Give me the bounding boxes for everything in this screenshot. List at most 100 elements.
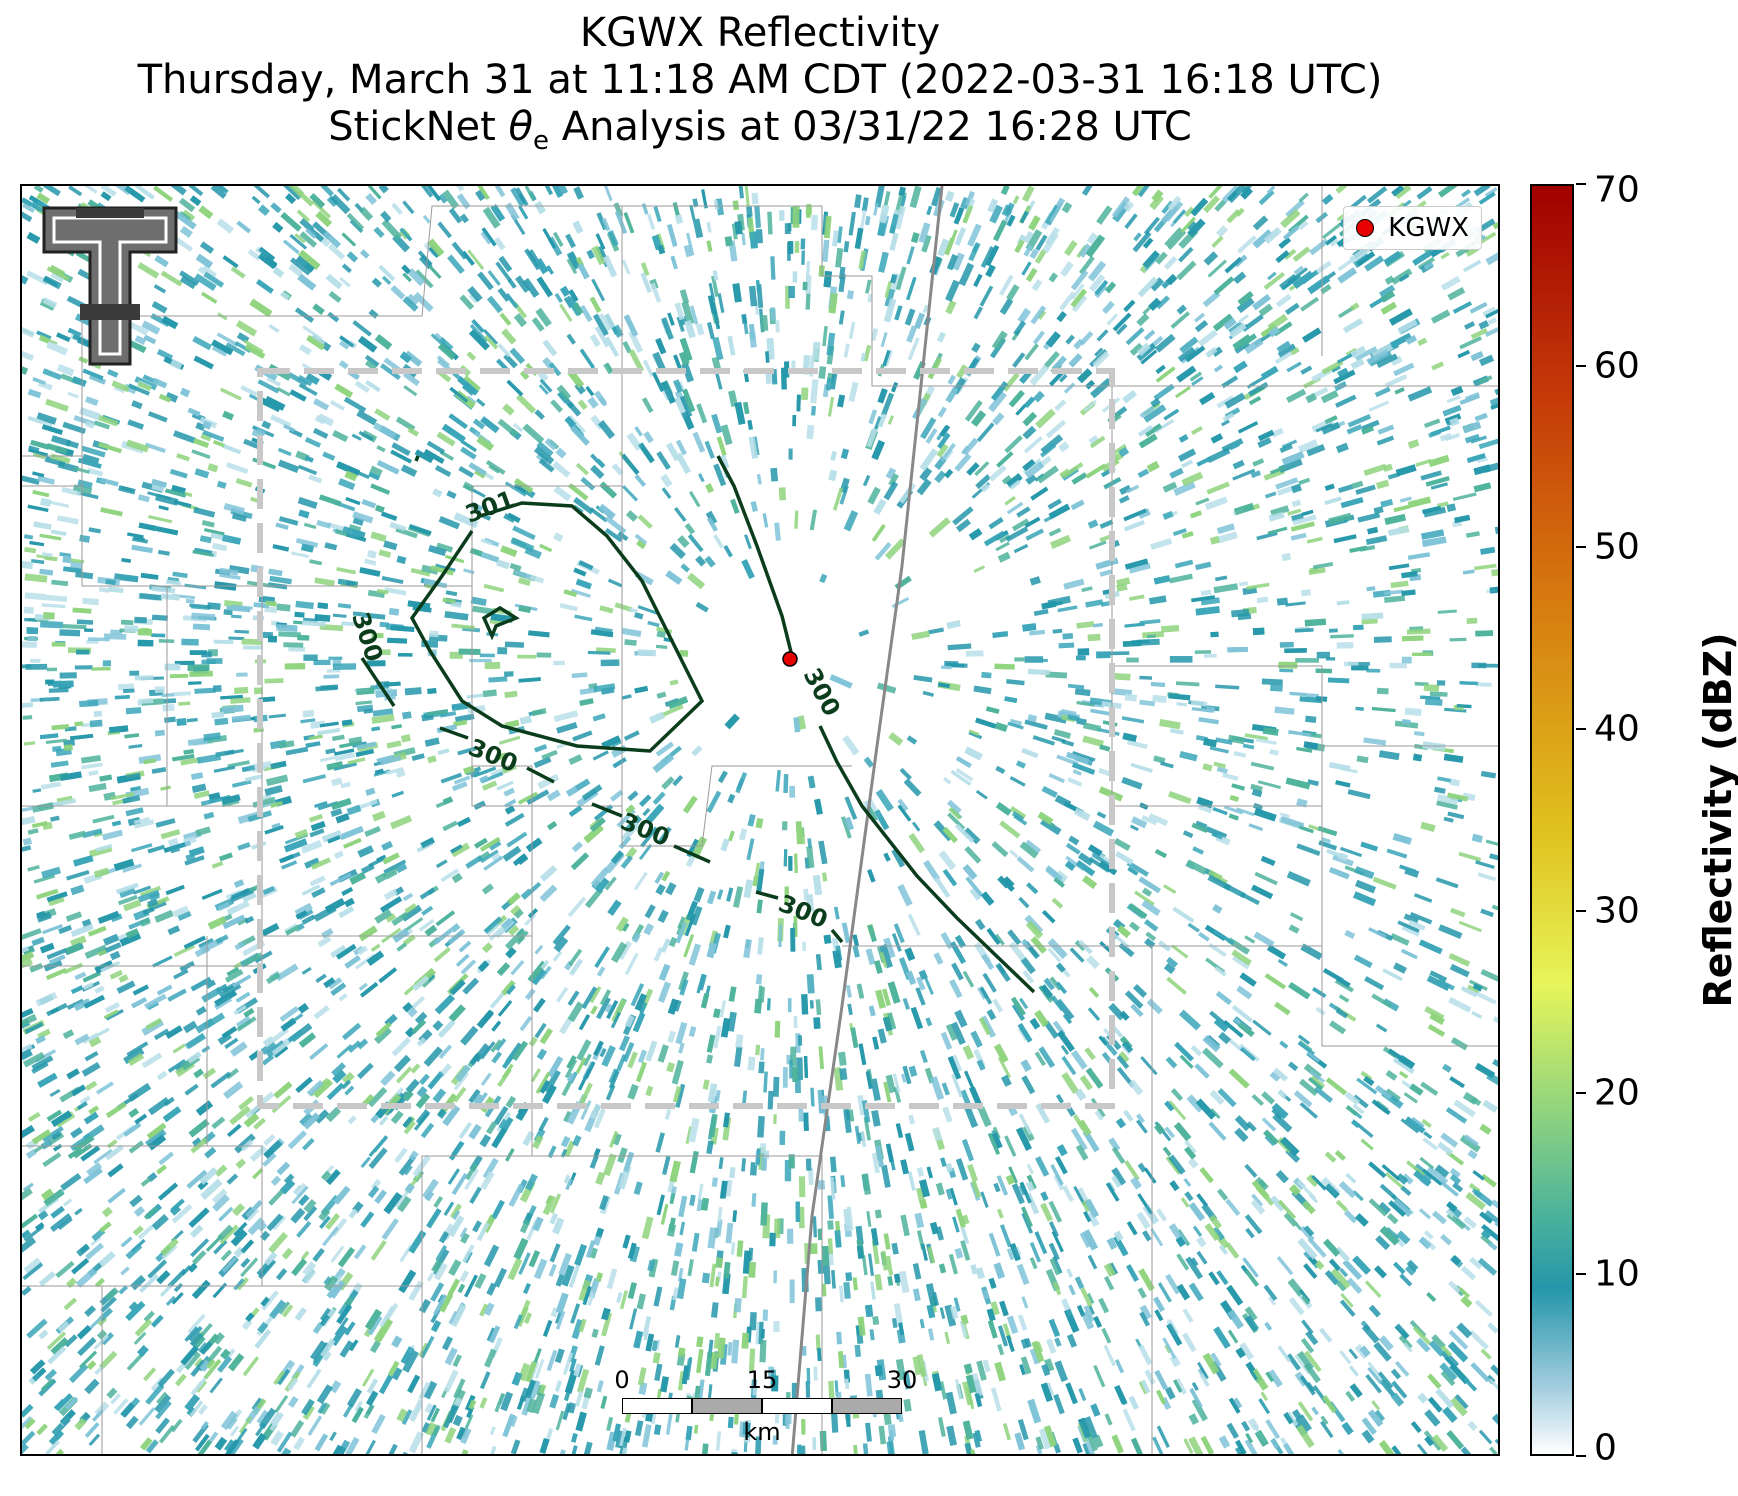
reflectivity-gate [580,1100,592,1120]
reflectivity-gate [567,990,580,1006]
reflectivity-gate [1062,462,1084,479]
reflectivity-gate [720,424,733,446]
reflectivity-gate [1088,434,1100,446]
reflectivity-gate [126,320,149,336]
reflectivity-gate [597,420,616,440]
reflectivity-gate [1032,330,1045,345]
reflectivity-gate [1031,279,1043,292]
reflectivity-gate [1020,939,1031,950]
reflectivity-gate [420,1335,435,1359]
reflectivity-gate [713,199,719,210]
reflectivity-gate [1269,1071,1281,1082]
chart-title: KGWX Reflectivity [579,10,941,56]
reflectivity-gate [76,1101,88,1111]
reflectivity-gate [133,1205,146,1217]
reflectivity-gate [1424,1409,1441,1427]
reflectivity-gate [940,932,954,950]
radar-map[interactable]: 301 300 300 300 300 300 KGWX 0 [20,184,1500,1456]
reflectivity-gate [323,674,340,679]
reflectivity-gate [172,571,188,579]
reflectivity-gate [1489,853,1498,865]
reflectivity-gate [1379,1378,1396,1398]
reflectivity-gate [981,953,995,971]
reflectivity-gate [973,685,992,695]
reflectivity-gate [592,750,609,761]
reflectivity-gate [414,1011,428,1025]
reflectivity-gate [1274,351,1293,365]
reflectivity-gate [1467,1420,1478,1432]
reflectivity-gate [1084,1047,1096,1061]
chart-subtitle-time: Thursday, March 31 at 11:18 AM CDT (2022… [137,57,1383,103]
reflectivity-gate [678,971,689,991]
reflectivity-gate [309,559,323,566]
reflectivity-gate [1437,609,1457,614]
reflectivity-gate [1103,1344,1116,1367]
reflectivity-gate [346,804,362,816]
reflectivity-gate [653,946,664,962]
reflectivity-gate [702,1079,710,1090]
reflectivity-gate [1474,563,1497,571]
reflectivity-gate [918,1430,929,1454]
reflectivity-gate [637,1367,647,1386]
reflectivity-gate [1052,1281,1062,1296]
reflectivity-gate [753,862,761,887]
reflectivity-gate [113,1398,129,1415]
reflectivity-gate [418,255,433,270]
reflectivity-gate [104,1002,121,1013]
reflectivity-gate [1124,693,1138,702]
reflectivity-gate [999,1224,1012,1248]
reflectivity-gate [976,422,995,442]
reflectivity-gate [1447,286,1466,301]
reflectivity-gate [330,1245,345,1263]
reflectivity-gate [1475,682,1492,687]
reflectivity-gate [922,304,929,314]
reflectivity-gate [759,986,766,1003]
reflectivity-gate [223,502,245,515]
reflectivity-gate [1412,1326,1431,1346]
reflectivity-gate [339,277,351,288]
reflectivity-gate [997,1325,1009,1347]
reflectivity-gate [1349,245,1371,264]
reflectivity-gate [1434,786,1446,794]
reflectivity-gate [214,1164,228,1177]
reflectivity-gate [1057,605,1078,613]
reflectivity-gate [422,1178,439,1200]
reflectivity-gate [266,376,282,387]
reflectivity-gate [953,1297,961,1312]
reflectivity-gate [1424,698,1443,706]
reflectivity-gate [1065,842,1081,855]
reflectivity-gate [483,537,500,547]
reflectivity-gate [301,966,312,975]
reflectivity-gate [727,1341,733,1356]
reflectivity-gate [713,1332,720,1349]
reflectivity-gate [76,1243,90,1257]
reflectivity-gate [589,507,608,523]
reflectivity-gate [479,1371,491,1390]
reflectivity-gate [501,328,517,345]
reflectivity-gate [1082,722,1102,732]
reflectivity-gate [326,195,339,208]
reflectivity-gate [552,950,563,962]
reflectivity-gate [704,555,716,568]
reflectivity-gate [1190,1044,1203,1057]
reflectivity-gate [955,768,974,782]
reflectivity-gate [772,1435,778,1445]
reflectivity-gate [125,807,144,817]
reflectivity-gate [240,1257,259,1278]
reflectivity-gate [181,209,196,222]
reflectivity-gate [1241,1420,1251,1432]
reflectivity-gate [22,958,33,972]
reflectivity-gate [1291,513,1305,523]
reflectivity-gate [641,1216,654,1240]
reflectivity-gate [977,1106,992,1128]
reflectivity-gate [1157,1282,1172,1303]
reflectivity-gate [1291,499,1302,508]
reflectivity-gate [980,483,991,493]
reflectivity-gate [941,1082,950,1096]
reflectivity-gate [1190,1257,1199,1267]
reflectivity-gate [230,266,246,279]
reflectivity-gate [473,800,486,811]
reflectivity-gate [27,1111,41,1122]
reflectivity-gate [827,1220,834,1230]
reflectivity-gate [519,1015,533,1032]
